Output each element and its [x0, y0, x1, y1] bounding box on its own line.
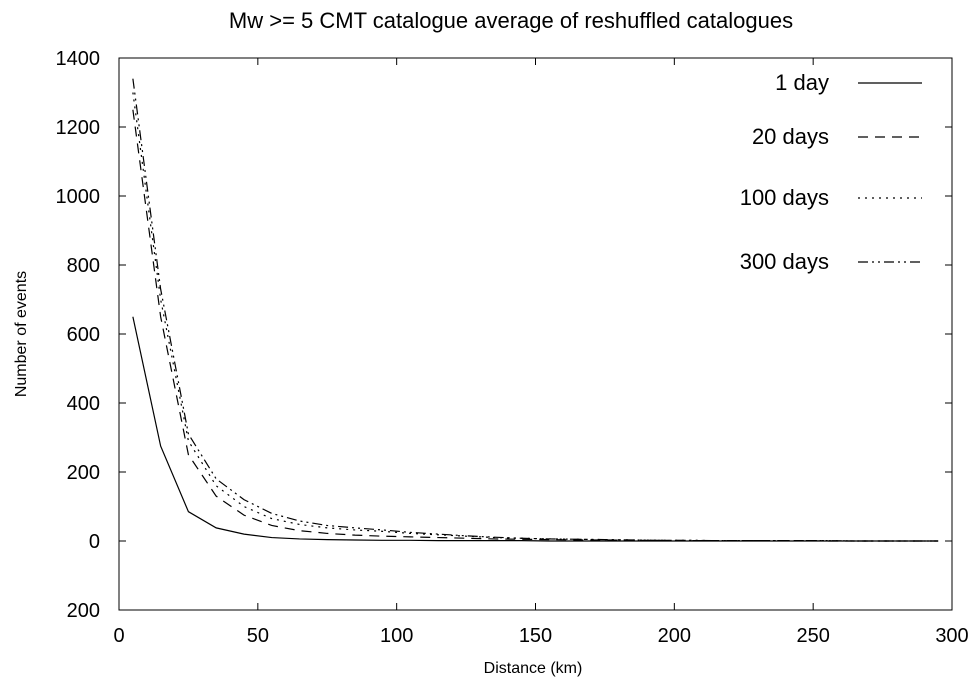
x-tick-label: 300 [935, 625, 968, 647]
x-tick-label: 200 [658, 625, 691, 647]
legend-label: 300 days [740, 249, 829, 274]
y-tick-label: 1200 [56, 117, 101, 139]
legend-label: 20 days [752, 124, 829, 149]
x-tick-label: 150 [519, 625, 552, 647]
y-tick-label: 200 [67, 462, 100, 484]
y-tick-label: 800 [67, 255, 100, 277]
legend: 1 day 20 days 100 days 300 days [740, 70, 922, 274]
y-tick-label: 0 [89, 531, 100, 553]
x-axis: 0 50 100 150 200 250 300 [113, 58, 969, 647]
legend-label: 100 days [740, 185, 829, 210]
series-line-4 [132, 78, 939, 542]
y-tick-label: 1400 [56, 48, 101, 70]
series-line-1 [132, 316, 939, 542]
series-line-2 [132, 109, 939, 542]
x-tick-label: 250 [796, 625, 829, 647]
x-tick-label: 0 [113, 625, 124, 647]
y-tick-label: 200 [67, 600, 100, 622]
y-axis: 200 0 200 400 600 800 1000 1200 1400 [56, 48, 952, 622]
x-tick-label: 100 [380, 625, 413, 647]
y-tick-label: 1000 [56, 186, 101, 208]
y-axis-label: Number of events [13, 271, 30, 397]
series-lines [132, 78, 939, 542]
chart-title: Mw >= 5 CMT catalogue average of reshuff… [229, 8, 793, 33]
y-tick-label: 400 [67, 393, 100, 415]
x-axis-label: Distance (km) [484, 660, 583, 677]
x-tick-label: 50 [247, 625, 269, 647]
legend-label: 1 day [775, 70, 829, 95]
y-tick-label: 600 [67, 324, 100, 346]
series-line-3 [132, 92, 939, 542]
